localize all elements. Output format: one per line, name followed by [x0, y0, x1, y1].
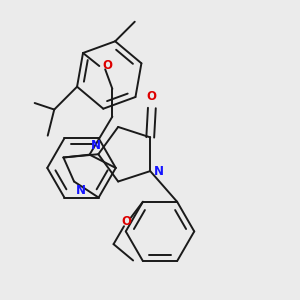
Text: N: N: [154, 165, 164, 178]
Text: O: O: [147, 90, 157, 103]
Text: O: O: [122, 215, 132, 228]
Text: N: N: [76, 184, 86, 197]
Text: N: N: [91, 139, 101, 152]
Text: O: O: [102, 58, 112, 72]
